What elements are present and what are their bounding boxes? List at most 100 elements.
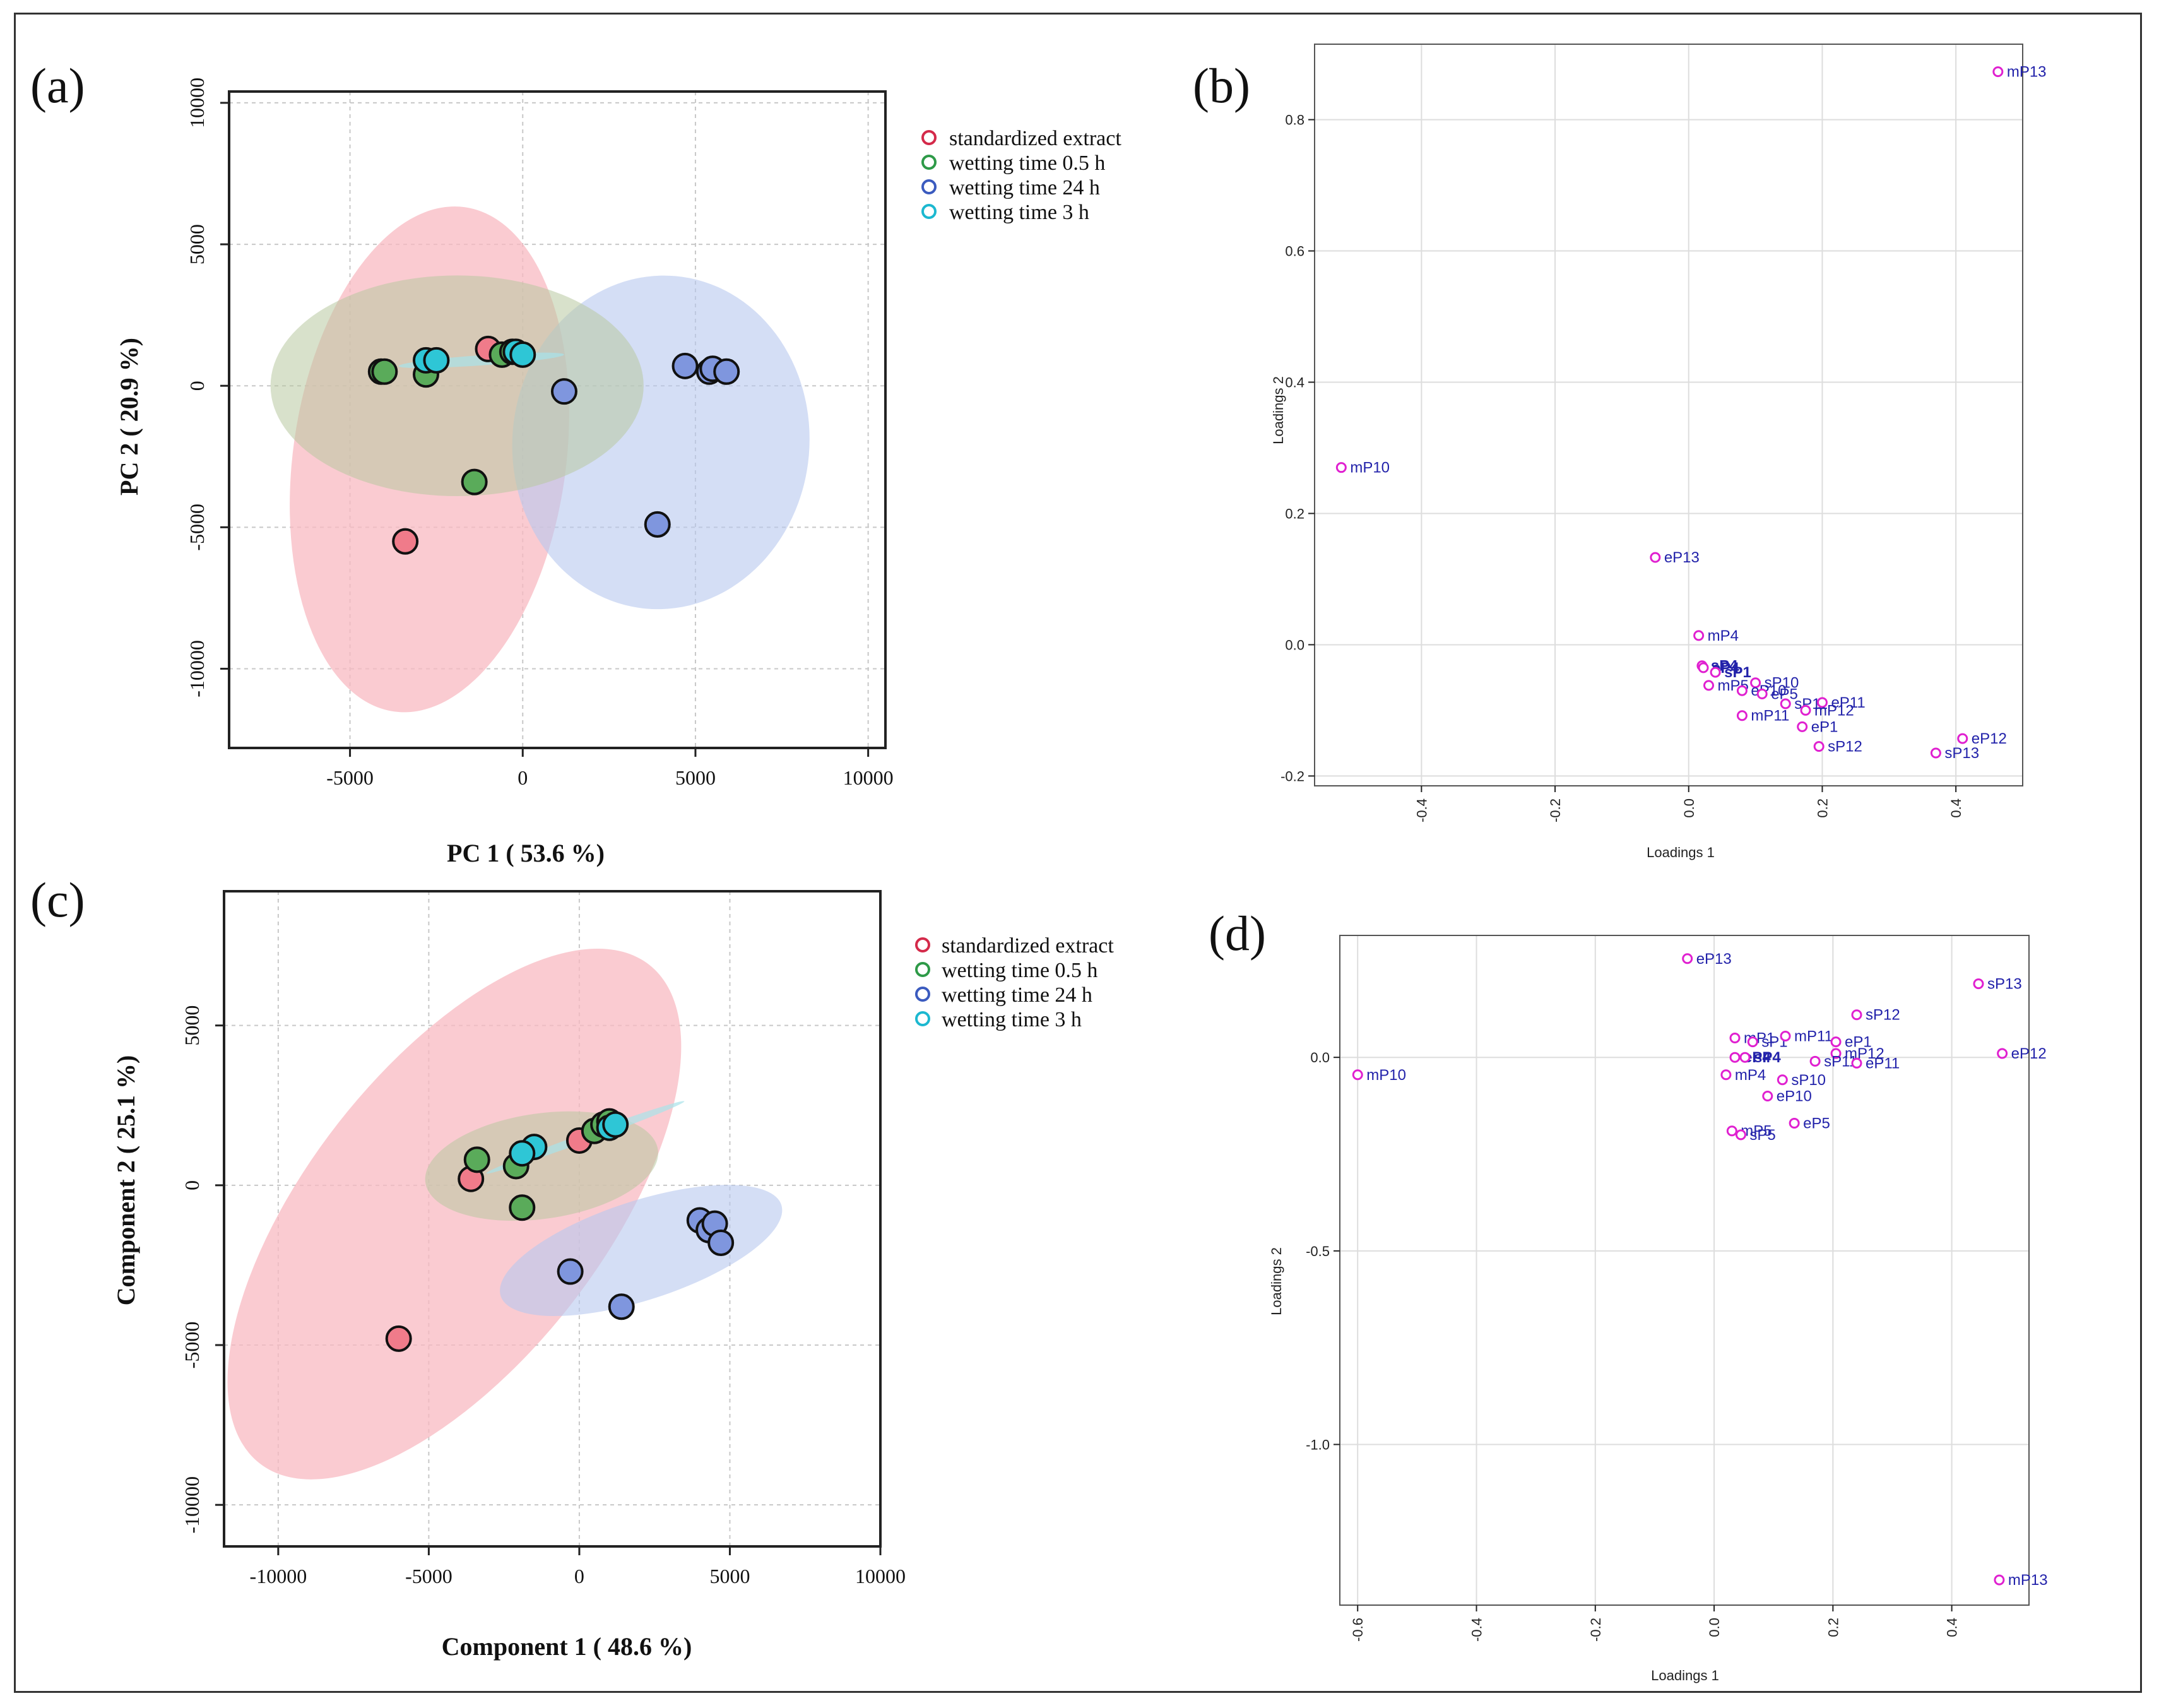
panel-d-loading-label-sP13: sP13 xyxy=(1987,976,2022,993)
panel-d-loading-point-mP4 xyxy=(1720,1069,1732,1081)
panel-b-y-tick-label: 0.2 xyxy=(1285,506,1304,521)
panel-a-y-tick-label: 5000 xyxy=(186,224,208,264)
legend-a-label-wetting-0-5: wetting time 0.5 h xyxy=(949,151,1105,175)
panel-label-c: (c) xyxy=(30,872,85,927)
panel-a-point-wetting_24 xyxy=(550,378,577,405)
panel-b-x-tick-label: 0.2 xyxy=(1814,798,1830,818)
panel-d-x-tick-label: -0.2 xyxy=(1588,1618,1604,1642)
panel-a-x-tick-label: 0 xyxy=(518,766,528,789)
panel-b-loading-label-eP1: eP1 xyxy=(1811,718,1838,735)
panel-label-b: (b) xyxy=(1193,58,1250,113)
legend-a-marker-wetting-0-5 xyxy=(921,155,937,170)
panel-a-legend: standardized extract wetting time 0.5 h … xyxy=(921,127,1121,224)
panel-b-loading-point-sP13 xyxy=(1930,747,1941,759)
panel-b-loading-label-sP1: sP1 xyxy=(1724,664,1751,681)
panel-d-loading-point-eP5 xyxy=(1789,1117,1800,1129)
panel-c-y-tick-label: -5000 xyxy=(180,1322,203,1369)
panel-a-point-wetting_3 xyxy=(423,347,450,374)
panel-d-loading-label-sP4: sP4 xyxy=(1754,1049,1781,1066)
panel-b-loading-label-mP11: mP11 xyxy=(1751,708,1789,725)
panel-d-x-tick-label: 0.4 xyxy=(1944,1618,1960,1637)
panel-c-x-axis-title: Component 1 ( 48.6 %) xyxy=(442,1632,692,1661)
panel-a-point-standardized xyxy=(392,528,419,555)
panel-d-loading-point-mP13 xyxy=(1994,1574,2005,1586)
panel-d-loading-point-eP12 xyxy=(1997,1048,2008,1059)
panel-d-plot: -0.6 -0.4 -0.2 0.0 0.2 0.4 -1.0 -0.5 0.0 eP13 sP13… xyxy=(1306,935,2048,1642)
panel-d-loading-point-eP13 xyxy=(1682,953,1693,964)
panel-c-axes-box xyxy=(223,890,882,1548)
panel-b-loading-point-sP11 xyxy=(1780,698,1791,709)
panel-label-d: (d) xyxy=(1209,906,1266,961)
panel-b-loading-label-mP12: mP12 xyxy=(1814,702,1854,719)
legend-a-label-wetting-3: wetting time 3 h xyxy=(949,201,1089,224)
panel-b-loading-label-sP10: sP10 xyxy=(1765,675,1799,692)
panel-b-y-tick-label: 0.8 xyxy=(1285,112,1304,128)
panel-b-y-tick-label: 0.4 xyxy=(1285,375,1304,391)
panel-a-y-tick-label: 10000 xyxy=(186,78,208,128)
panel-b-loading-point-eP11 xyxy=(1816,697,1828,708)
panel-b-y-axis-title: Loadings 2 xyxy=(1270,376,1286,444)
panel-b-x-tick-label: 0.0 xyxy=(1681,798,1697,818)
panel-a-y-tick-label: -5000 xyxy=(186,504,208,551)
panel-c-point-wetting_24 xyxy=(608,1293,635,1320)
panel-b-x-axis-title: Loadings 1 xyxy=(1647,845,1715,860)
panel-d-y-tick-label: -0.5 xyxy=(1306,1243,1330,1259)
legend-a-label-standardized: standardized extract xyxy=(949,127,1121,150)
panel-c-y-tick-label: 0 xyxy=(180,1180,203,1190)
panel-b-loading-point-mP13 xyxy=(1992,66,2004,78)
panel-c-y-tick-label: 5000 xyxy=(180,1005,203,1046)
panel-a-ellipse-wetting_0_5 xyxy=(270,275,644,497)
panel-a-x-tick-label: 5000 xyxy=(675,766,716,789)
panel-d-loading-label-mP4: mP4 xyxy=(1735,1067,1766,1084)
panel-a-y-tick-label: -10000 xyxy=(186,640,208,697)
panel-c-x-tick-label: 0 xyxy=(574,1565,584,1587)
panel-a-x-axis-title: PC 1 ( 53.6 %) xyxy=(447,839,605,867)
panel-b-loading-point-eP4 xyxy=(1698,662,1709,673)
panel-a-y-axis-title: PC 2 ( 20.9 %) xyxy=(115,338,143,495)
panel-c-ellipse-standardized xyxy=(227,948,682,1480)
panel-b-x-tick-label: -0.4 xyxy=(1414,798,1429,822)
panel-d-x-tick-label: 0.0 xyxy=(1706,1618,1722,1637)
panel-label-a: (a) xyxy=(30,58,85,113)
panel-c-point-standardized xyxy=(385,1325,412,1352)
panel-d-loading-point-sP4 xyxy=(1739,1052,1751,1063)
legend-a-marker-standardized xyxy=(921,130,937,145)
panel-b-x-tick-label: 0.4 xyxy=(1948,798,1964,818)
panel-d-loading-label-sP5: sP5 xyxy=(1749,1127,1775,1144)
panel-d-y-axis-title: Loadings 2 xyxy=(1269,1247,1284,1315)
panel-d-loading-label-mP5: mP5 xyxy=(1741,1123,1772,1140)
legend-c-marker-wetting-3 xyxy=(915,1011,930,1026)
panel-c-x-tick-label: -5000 xyxy=(405,1565,453,1587)
panel-a-x-tick-label: -5000 xyxy=(326,766,374,789)
panel-c-x-tick-label: 10000 xyxy=(855,1565,906,1587)
panel-c-plot: -10000 -5000 0 5000 10000 -10000 -5000 0 5000 xyxy=(180,890,906,1587)
legend-c-marker-wetting-0-5 xyxy=(915,962,930,977)
panel-b-loading-point-mP4 xyxy=(1693,630,1705,641)
panel-b-loading-point-mP12 xyxy=(1800,704,1811,716)
panel-b-axes-box xyxy=(1314,44,2023,786)
panel-a-point-wetting_24 xyxy=(671,352,699,379)
panel-d-loading-point-eP4 xyxy=(1729,1052,1741,1063)
panel-c-x-tick-label: 5000 xyxy=(709,1565,750,1587)
panel-d-loading-point-sP13 xyxy=(1973,978,1984,990)
panel-d-loading-point-sP1 xyxy=(1747,1036,1758,1048)
panel-a-axes-box xyxy=(228,90,887,749)
panel-b-loading-point-mP10 xyxy=(1335,462,1347,473)
panel-c-point-wetting_24 xyxy=(707,1229,735,1256)
panel-c-point-wetting_0_5 xyxy=(463,1146,490,1173)
panel-d-loading-point-sP5 xyxy=(1735,1129,1746,1141)
panel-b-loading-point-eP5 xyxy=(1756,688,1768,699)
panel-d-loading-point-mP1 xyxy=(1729,1033,1741,1044)
legend-c-label-wetting-24: wetting time 24 h xyxy=(942,983,1092,1007)
panel-c-y-tick-label: -10000 xyxy=(180,1476,203,1534)
panel-a-point-wetting_24 xyxy=(644,511,671,538)
legend-c-label-wetting-0-5: wetting time 0.5 h xyxy=(942,959,1097,982)
panel-d-loading-point-mP10 xyxy=(1352,1069,1363,1081)
panel-b-plot: -0.4 -0.2 0.0 0.2 0.4 -0.2 0.0 0.2 0.4 0.6 0.8 mP13… xyxy=(1281,44,2047,822)
panel-d-loading-label-eP13: eP13 xyxy=(1696,951,1732,968)
panel-d-loading-point-mP12 xyxy=(1830,1048,1842,1059)
panel-b-loading-point-eP1 xyxy=(1797,721,1808,732)
panel-a-point-wetting_3 xyxy=(509,341,536,368)
panel-b-loading-label-mP10: mP10 xyxy=(1350,460,1390,477)
